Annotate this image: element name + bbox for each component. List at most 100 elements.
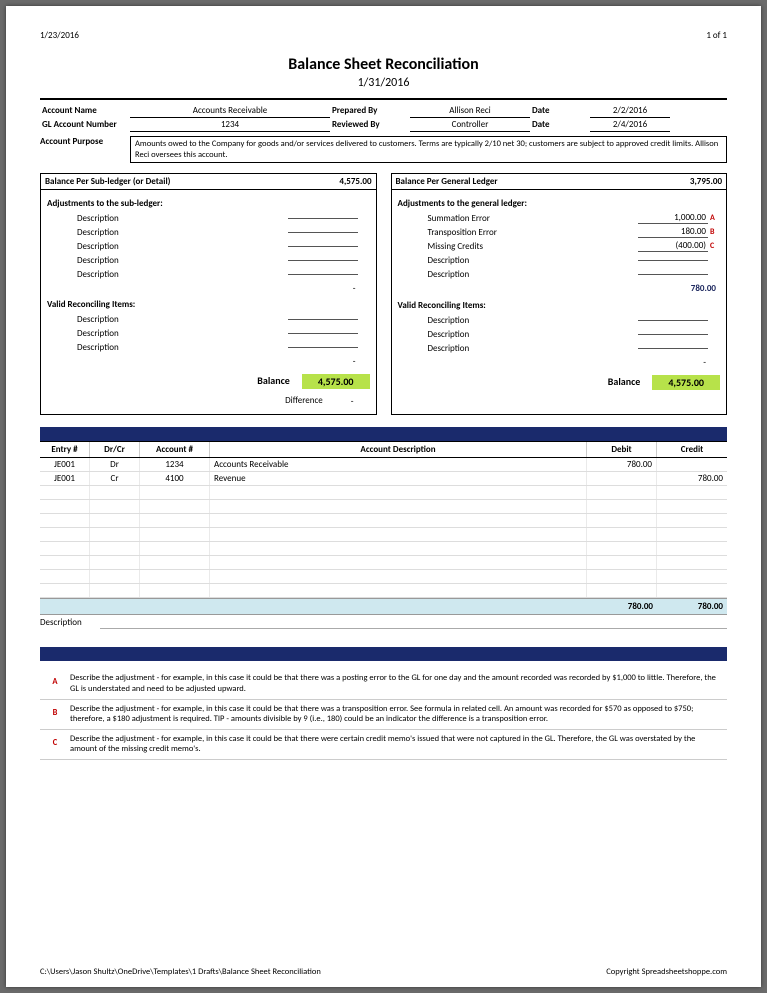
row-desc: Description	[398, 329, 639, 340]
purpose-row: Account Purpose Amounts owed to the Comp…	[40, 136, 727, 163]
row-amount: 180.00	[638, 226, 708, 238]
je-row-blank	[40, 570, 727, 584]
subledger-balance: 4,575.00	[302, 374, 370, 389]
subledger-subtotal: -	[288, 283, 358, 294]
note-mark: B	[40, 704, 70, 725]
adjustment-row: Description	[47, 312, 370, 326]
note-row: ADescribe the adjustment - for example, …	[40, 669, 727, 699]
row-amount	[288, 246, 358, 247]
je-totals: 780.00 780.00	[40, 598, 727, 615]
row-mark: B	[708, 227, 720, 237]
subledger-adj-title: Adjustments to the sub-ledger:	[47, 198, 370, 209]
adjustment-row: Description	[398, 253, 721, 267]
gl-balance-lbl: Balance	[608, 375, 641, 390]
print-date: 1/23/2016	[40, 30, 79, 41]
note-mark: C	[40, 734, 70, 755]
gl-valid-rows: DescriptionDescriptionDescription	[398, 313, 721, 355]
print-header: 1/23/2016 1 of 1	[40, 30, 727, 41]
row-amount	[288, 319, 358, 320]
row-amount	[638, 260, 708, 261]
difference-val: -	[335, 395, 370, 408]
lbl-reviewed-by: Reviewed By	[330, 118, 410, 132]
note-text: Describe the adjustment - for example, i…	[70, 734, 727, 755]
doc-date: 1/31/2016	[40, 76, 727, 90]
je-row-blank	[40, 556, 727, 570]
notes-section: ADescribe the adjustment - for example, …	[40, 669, 727, 760]
row-amount	[288, 274, 358, 275]
row-amount	[638, 320, 708, 321]
je-cell-desc: Accounts Receivable	[210, 458, 587, 471]
lbl-account-name: Account Name	[40, 104, 130, 118]
difference-lbl: Difference	[285, 395, 323, 408]
note-text: Describe the adjustment - for example, i…	[70, 704, 727, 725]
lbl-prepared-by: Prepared By	[330, 104, 410, 118]
rule	[40, 98, 727, 100]
copyright: Copyright Spreadsheetshoppe.com	[606, 967, 727, 977]
adjustment-row: Description	[47, 267, 370, 281]
note-row: BDescribe the adjustment - for example, …	[40, 700, 727, 730]
adjustment-row: Transposition Error180.00B	[398, 225, 721, 239]
row-desc: Description	[47, 342, 288, 353]
je-cell-credit: 780.00	[657, 472, 727, 485]
val-purpose: Amounts owed to the Company for goods an…	[130, 136, 727, 163]
row-amount	[638, 348, 708, 349]
adjustment-row: Description	[398, 313, 721, 327]
row-amount	[638, 334, 708, 335]
row-desc: Summation Error	[398, 213, 639, 224]
tot-debit: 780.00	[587, 599, 657, 614]
val-gl-num: 1234	[130, 118, 330, 132]
row-amount	[288, 232, 358, 233]
gl-amt: 3,795.00	[690, 176, 722, 187]
doc-title: Balance Sheet Reconciliation	[40, 55, 727, 74]
gl-balance: 4,575.00	[652, 375, 720, 390]
je-row-blank	[40, 500, 727, 514]
val-account-name: Accounts Receivable	[130, 104, 330, 118]
row-desc: Description	[398, 255, 639, 266]
row-desc: Description	[47, 255, 288, 266]
tot-credit: 780.00	[657, 599, 727, 614]
jeh-drcr: Dr/Cr	[90, 442, 140, 457]
subledger-subtotal2: -	[288, 356, 358, 367]
je-cell-acct: 4100	[140, 472, 210, 485]
je-cell-desc: Revenue	[210, 472, 587, 485]
jeh-debit: Debit	[587, 442, 657, 457]
row-desc: Description	[47, 269, 288, 280]
je-description-row: Description	[40, 615, 727, 631]
adjustment-row: Description	[47, 239, 370, 253]
notes-divider	[40, 647, 727, 661]
subledger-hdr: Balance Per Sub-ledger (or Detail)	[45, 176, 170, 187]
lbl-date2: Date	[530, 118, 590, 132]
row-desc: Description	[47, 241, 288, 252]
file-path: C:\Users\Jason Shultz\OneDrive\Templates…	[40, 967, 321, 977]
row-desc: Description	[47, 227, 288, 238]
panel-subledger: Balance Per Sub-ledger (or Detail) 4,575…	[40, 173, 377, 415]
je-row-blank	[40, 486, 727, 500]
adjustment-row: Summation Error1,000.00A	[398, 211, 721, 225]
row-desc: Description	[47, 314, 288, 325]
row-amount	[288, 260, 358, 261]
je-body: JE001Dr1234Accounts Receivable780.00JE00…	[40, 458, 727, 598]
je-divider	[40, 427, 727, 441]
page: 1/23/2016 1 of 1 Balance Sheet Reconcili…	[6, 6, 761, 987]
adjustment-row: Description	[398, 341, 721, 355]
row-desc: Description	[47, 328, 288, 339]
note-mark: A	[40, 673, 70, 694]
je-cell-debit: 780.00	[587, 458, 657, 471]
lbl-purpose: Account Purpose	[40, 136, 130, 163]
adjustment-row: Description	[47, 340, 370, 354]
je-cell-drcr: Cr	[90, 472, 140, 485]
row-amount	[288, 347, 358, 348]
page-number: 1 of 1	[706, 30, 727, 41]
jeh-entry: Entry #	[40, 442, 90, 457]
adjustment-row: Description	[398, 327, 721, 341]
subledger-balance-lbl: Balance	[257, 374, 290, 389]
row-desc: Description	[398, 315, 639, 326]
je-row: JE001Cr4100Revenue780.00	[40, 472, 727, 486]
subledger-amt: 4,575.00	[339, 176, 371, 187]
adjustment-row: Description	[398, 267, 721, 281]
je-row-blank	[40, 528, 727, 542]
val-date1: 2/2/2016	[590, 104, 670, 118]
row-mark: C	[708, 241, 720, 251]
gl-running: 780.00	[398, 281, 721, 296]
row-amount: 1,000.00	[638, 212, 708, 224]
